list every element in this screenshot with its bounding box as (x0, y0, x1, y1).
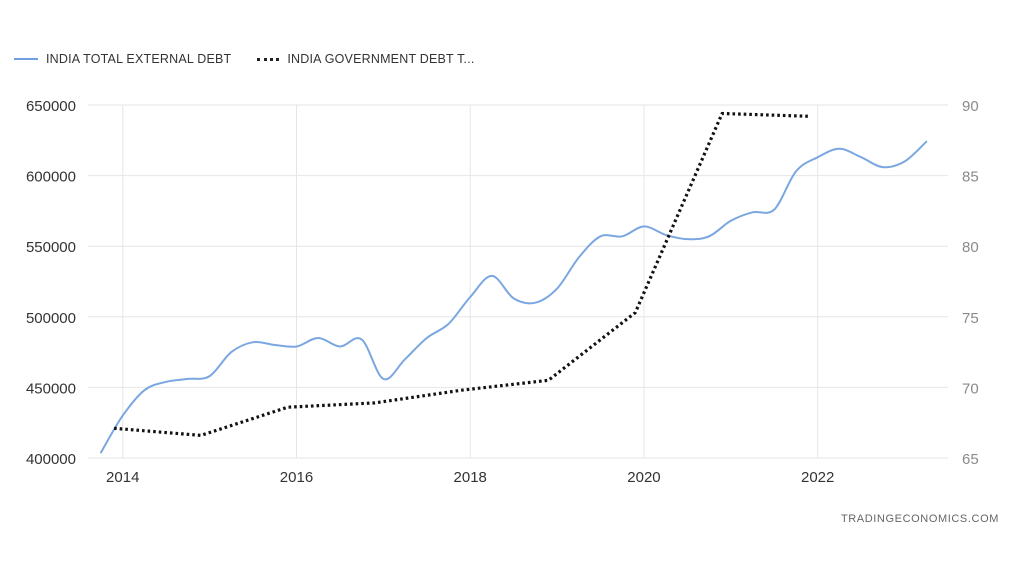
left-tick-label: 450000 (26, 380, 76, 397)
x-axis-ticks: 2014 2016 2018 2020 2022 (106, 469, 834, 486)
left-tick-label: 400000 (26, 451, 76, 468)
series-lines (100, 111, 928, 454)
right-tick-label: 80 (962, 239, 979, 256)
source-credit: TRADINGECONOMICS.COM (840, 513, 999, 525)
grid-lines (88, 104, 948, 459)
legend-swatch-dotted-line (257, 57, 280, 61)
right-tick-label: 75 (962, 310, 979, 327)
left-tick-label: 500000 (26, 310, 76, 327)
right-tick-label: 85 (962, 169, 979, 186)
right-tick-label: 65 (962, 451, 979, 468)
x-tick-label: 2014 (106, 469, 139, 486)
left-tick-label: 600000 (26, 169, 76, 186)
legend-label-external-debt: INDIA TOTAL EXTERNAL DEBT (46, 52, 232, 66)
left-axis-ticks: 400000 450000 500000 550000 600000 650000 (26, 98, 76, 468)
chart-legend: INDIA TOTAL EXTERNAL DEBT INDIA GOVERNME… (14, 52, 501, 66)
right-tick-label: 90 (962, 98, 979, 115)
series-line-external-debt (100, 140, 928, 454)
x-tick-label: 2016 (280, 469, 313, 486)
left-tick-label: 650000 (26, 98, 76, 115)
x-tick-label: 2020 (627, 469, 660, 486)
legend-swatch-solid-line (14, 58, 38, 60)
series-line-government-debt (113, 111, 810, 437)
x-tick-label: 2022 (801, 469, 834, 486)
right-tick-label: 70 (962, 380, 979, 397)
legend-item-external-debt[interactable]: INDIA TOTAL EXTERNAL DEBT (14, 52, 231, 66)
x-tick-label: 2018 (454, 469, 487, 486)
legend-item-government-debt[interactable]: INDIA GOVERNMENT DEBT T... (257, 52, 474, 66)
legend-label-government-debt: INDIA GOVERNMENT DEBT T... (287, 52, 475, 66)
left-tick-label: 550000 (26, 239, 76, 256)
right-axis-ticks: 65 70 75 80 85 90 (962, 98, 979, 468)
